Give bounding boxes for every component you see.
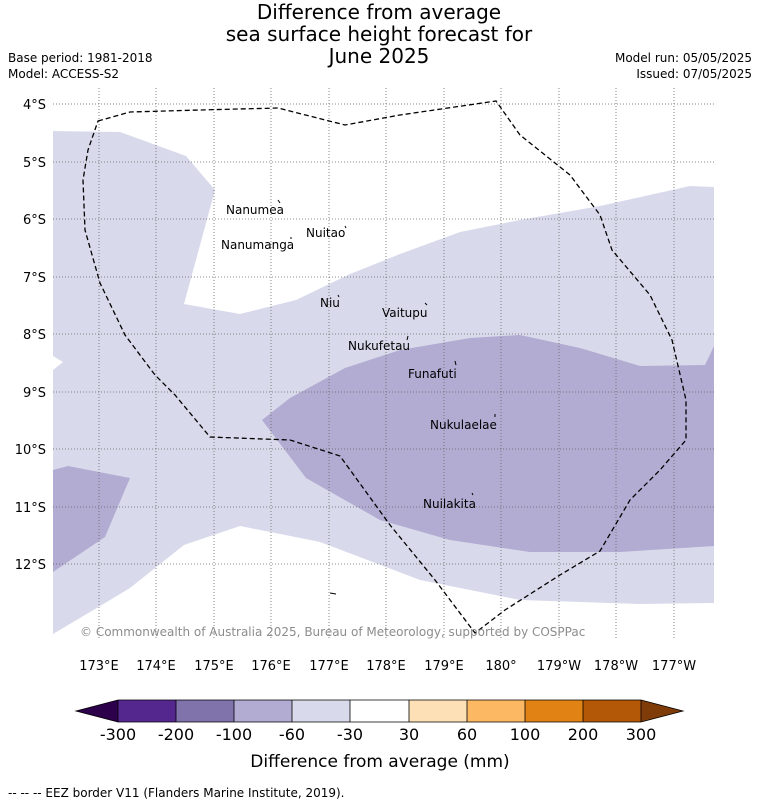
- lon-label-178e: 178°E: [366, 659, 406, 674]
- place-nanumea: Nanumea: [226, 203, 284, 217]
- place-nukufetau: Nukufetau: [348, 339, 410, 353]
- band-minus-100-60-west: [53, 466, 130, 572]
- issued-text: Issued: 07/05/2025: [636, 67, 752, 81]
- lon-label-175e: 175°E: [194, 659, 234, 674]
- colorbar-tick-200: 200: [568, 725, 599, 744]
- lon-label-179w: 179°W: [537, 659, 581, 674]
- colorbar-seg-plus-60-100: [467, 700, 525, 722]
- base-period-text: Base period: 1981-2018: [8, 51, 153, 65]
- lat-label-11s: 11°S: [15, 501, 46, 516]
- colorbar-tick-minus-300: -300: [100, 725, 136, 744]
- colorbar-over-arrow: [641, 700, 683, 722]
- colorbar-seg-neutral: [350, 700, 409, 722]
- colorbar: -300 -200 -100 -60 -30 30 60 100 200 300…: [74, 699, 685, 772]
- lat-label-7s: 7°S: [23, 271, 46, 286]
- band-neutral-west-notch: [53, 356, 63, 370]
- colorbar-seg-minus-100-60: [234, 700, 292, 722]
- lon-label-174e: 174°E: [136, 659, 176, 674]
- place-labels: Nanumea Nuitao Nanumanga Niu Vaitupu Nuk…: [221, 203, 497, 511]
- island-nukufetau: [406, 335, 409, 341]
- lon-label-177e: 177°E: [309, 659, 349, 674]
- place-nuitao: Nuitao: [306, 226, 345, 240]
- lat-label-9s: 9°S: [23, 386, 46, 401]
- lon-label-178w: 178°W: [594, 659, 638, 674]
- island-nanumea: [277, 199, 281, 204]
- place-nuilakita: Nuilakita: [423, 497, 476, 511]
- model-run-text: Model run: 05/05/2025: [614, 51, 752, 65]
- island-nuitao: [344, 225, 347, 229]
- place-vaitupu: Vaitupu: [382, 306, 428, 320]
- colorbar-under-arrow: [76, 700, 118, 722]
- lon-axis-labels: 173°E 174°E 175°E 176°E 177°E 178°E 179°…: [79, 659, 696, 674]
- colorbar-seg-plus-30-60: [409, 700, 467, 722]
- lon-label-173e: 173°E: [79, 659, 119, 674]
- lat-label-5s: 5°S: [23, 156, 46, 171]
- anomaly-field: [53, 88, 714, 638]
- colorbar-seg-plus-200-300: [583, 700, 641, 722]
- lat-label-8s: 8°S: [23, 328, 46, 343]
- colorbar-tick-minus-100: -100: [216, 725, 252, 744]
- colorbar-tick-30: 30: [399, 725, 419, 744]
- colorbar-seg-plus-100-200: [525, 700, 583, 722]
- title-line-2: sea surface height forecast for: [225, 22, 533, 46]
- colorbar-seg-minus-200-100: [176, 700, 234, 722]
- band-neutral-south: [53, 526, 714, 638]
- eez-border: [82, 100, 687, 634]
- colorbar-seg-minus-300-200: [118, 700, 176, 722]
- lat-label-6s: 6°S: [23, 213, 46, 228]
- lat-label-4s: 4°S: [23, 98, 46, 113]
- colorbar-dividers: [117, 700, 642, 722]
- model-text: Model: ACCESS-S2: [8, 67, 120, 81]
- island-marks: [277, 199, 496, 595]
- island-south: [329, 592, 337, 595]
- lat-label-10s: 10°S: [15, 443, 46, 458]
- lat-label-12s: 12°S: [15, 558, 46, 573]
- place-niu: Niu: [320, 296, 340, 310]
- place-nukulaelae: Nukulaelae: [430, 418, 497, 432]
- colorbar-tick-minus-30: -30: [337, 725, 363, 744]
- title-line-1: Difference from average: [256, 0, 502, 24]
- band-minus-100-60-central: [262, 335, 714, 552]
- colorbar-tick-labels: -300 -200 -100 -60 -30 30 60 100 200 300: [100, 725, 656, 744]
- place-nanumanga: Nanumanga: [221, 238, 294, 252]
- colorbar-tick-300: 300: [626, 725, 657, 744]
- lat-axis-labels: 4°S 5°S 6°S 7°S 8°S 9°S 10°S 11°S 12°S: [15, 98, 46, 573]
- colorbar-seg-minus-60-30: [292, 700, 350, 722]
- island-niu: [337, 294, 340, 298]
- lon-label-177w: 177°W: [652, 659, 696, 674]
- place-funafuti: Funafuti: [408, 367, 457, 381]
- map-credit: © Commonwealth of Australia 2025, Bureau…: [80, 625, 585, 639]
- colorbar-tick-minus-200: -200: [158, 725, 194, 744]
- island-funafuti: [454, 360, 457, 366]
- colorbar-tick-60: 60: [457, 725, 477, 744]
- title-line-3: June 2025: [328, 44, 430, 68]
- island-nuilakita: [471, 492, 474, 496]
- lon-label-176e: 176°E: [251, 659, 291, 674]
- colorbar-tick-minus-60: -60: [279, 725, 305, 744]
- band-neutral-north: [53, 88, 714, 314]
- lon-label-180: 180°: [485, 659, 516, 674]
- island-vaitupu: [424, 302, 428, 306]
- colorbar-title: Difference from average (mm): [250, 752, 509, 772]
- colorbar-tick-100: 100: [510, 725, 541, 744]
- lat-gridlines: [53, 103, 714, 565]
- eez-footnote: -- -- -- EEZ border V11 (Flanders Marine…: [8, 786, 345, 800]
- lon-label-179e: 179°E: [424, 659, 464, 674]
